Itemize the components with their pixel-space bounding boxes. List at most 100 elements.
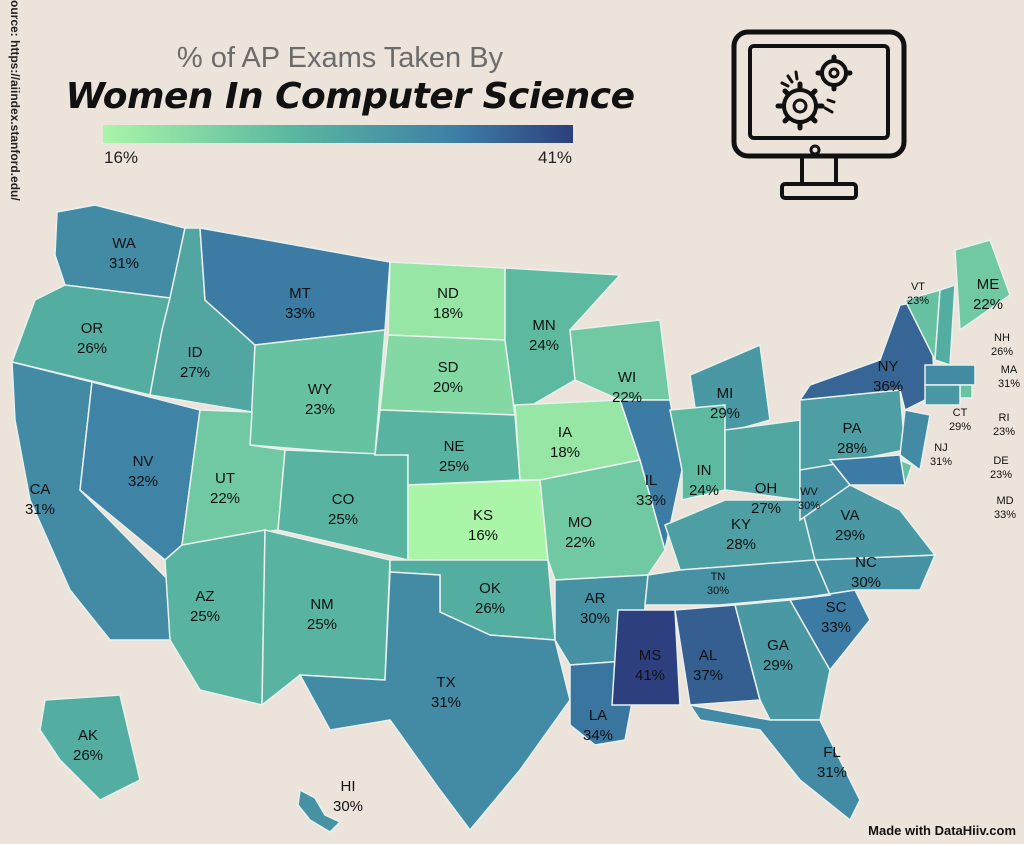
chart-subtitle: % of AP Exams Taken By (176, 42, 504, 74)
state-code-label: MN (532, 317, 555, 334)
state-code-label: VA (841, 507, 860, 524)
state-code-label: ME (977, 276, 1000, 293)
state-code-label: SC (826, 599, 847, 616)
state-value-label: 22% (973, 296, 1003, 313)
state-code-label: NM (310, 596, 333, 613)
credit-text: Made with DataHiiv.com (868, 823, 1016, 838)
state-value-label: 25% (307, 616, 337, 633)
state-value-label: 31% (109, 255, 139, 272)
state-value-label: 29% (710, 405, 740, 422)
state-md (828, 454, 906, 486)
state-code-label: MS (639, 647, 662, 664)
state-code-label: SD (438, 359, 459, 376)
state-value-label: 29% (835, 527, 865, 544)
state-fl (688, 703, 861, 822)
state-value-label: 30% (707, 585, 729, 597)
state-code-label: TX (436, 674, 455, 691)
state-code-label: HI (341, 778, 356, 795)
state-value-label: 33% (821, 619, 851, 636)
state-value-label: 25% (439, 458, 469, 475)
state-code-label: FL (823, 744, 841, 761)
state-value-label: 20% (433, 379, 463, 396)
state-code-label: OR (81, 320, 104, 337)
state-value-label: 34% (583, 727, 613, 744)
state-value-label: 27% (751, 500, 781, 517)
state-ct (924, 384, 961, 406)
state-code-label: AZ (195, 588, 214, 605)
state-value-label: 23% (993, 426, 1015, 438)
state-value-label: 22% (210, 490, 240, 507)
state-code-label: MD (996, 495, 1013, 507)
state-tx (298, 571, 571, 832)
state-value-label: 31% (998, 378, 1020, 390)
state-value-label: 16% (468, 527, 498, 544)
state-code-label: MI (717, 385, 734, 402)
state-value-label: 23% (305, 401, 335, 418)
state-value-label: 31% (817, 764, 847, 781)
state-value-label: 25% (190, 608, 220, 625)
state-value-label: 24% (689, 482, 719, 499)
state-code-label: WA (112, 235, 136, 252)
state-code-label: KY (731, 516, 751, 533)
state-value-label: 22% (612, 389, 642, 406)
state-value-label: 29% (949, 421, 971, 433)
state-code-label: KS (473, 507, 493, 524)
state-value-label: 18% (550, 444, 580, 461)
state-code-label: CT (953, 407, 968, 419)
state-value-label: 24% (529, 337, 559, 354)
state-code-label: AR (585, 590, 606, 607)
computer-monitor-gears-icon (731, 29, 907, 200)
state-code-label: IL (645, 472, 658, 489)
state-value-label: 36% (873, 378, 903, 395)
state-il (618, 399, 683, 551)
state-code-label: MT (289, 285, 311, 302)
legend-max-label: 41% (538, 148, 573, 167)
state-value-label: 41% (635, 667, 665, 684)
state-code-label: RI (999, 412, 1010, 424)
state-value-label: 31% (431, 694, 461, 711)
state-code-label: CO (332, 491, 355, 508)
state-code-label: GA (767, 637, 789, 654)
state-code-label: WV (800, 486, 818, 498)
state-code-label: VT (911, 281, 925, 293)
state-code-label: WY (308, 381, 332, 398)
state-value-label: 30% (333, 798, 363, 815)
state-value-label: 31% (25, 501, 55, 518)
state-code-label: TN (711, 571, 726, 583)
state-ms (611, 609, 681, 706)
state-me (954, 239, 1011, 332)
state-code-label: IN (697, 462, 712, 479)
color-scale-legend (103, 125, 573, 143)
state-value-label: 26% (73, 747, 103, 764)
state-value-label: 26% (475, 600, 505, 617)
state-value-label: 30% (798, 500, 820, 512)
state-ak (39, 694, 141, 801)
state-value-label: 31% (930, 456, 952, 468)
state-value-label: 23% (990, 469, 1012, 481)
state-value-label: 26% (77, 340, 107, 357)
state-ri (959, 384, 973, 399)
state-value-label: 30% (851, 574, 881, 591)
state-value-label: 25% (328, 511, 358, 528)
state-value-label: 22% (565, 534, 595, 551)
state-nj (899, 409, 931, 472)
state-value-label: 26% (991, 346, 1013, 358)
state-value-label: 18% (433, 305, 463, 322)
state-value-label: 33% (994, 509, 1016, 521)
state-code-label: NV (133, 453, 154, 470)
state-code-label: MA (1001, 364, 1018, 376)
state-ky (664, 499, 816, 571)
state-code-label: PA (843, 420, 862, 437)
state-code-label: NE (444, 438, 465, 455)
state-ma (924, 364, 976, 386)
state-code-label: AK (78, 727, 98, 744)
state-value-label: 29% (763, 657, 793, 674)
state-code-label: NY (878, 358, 899, 375)
state-code-label: NC (855, 554, 877, 571)
state-code-label: ID (188, 344, 203, 361)
state-code-label: OK (479, 580, 501, 597)
state-code-label: CA (30, 481, 51, 498)
state-value-label: 23% (907, 295, 929, 307)
